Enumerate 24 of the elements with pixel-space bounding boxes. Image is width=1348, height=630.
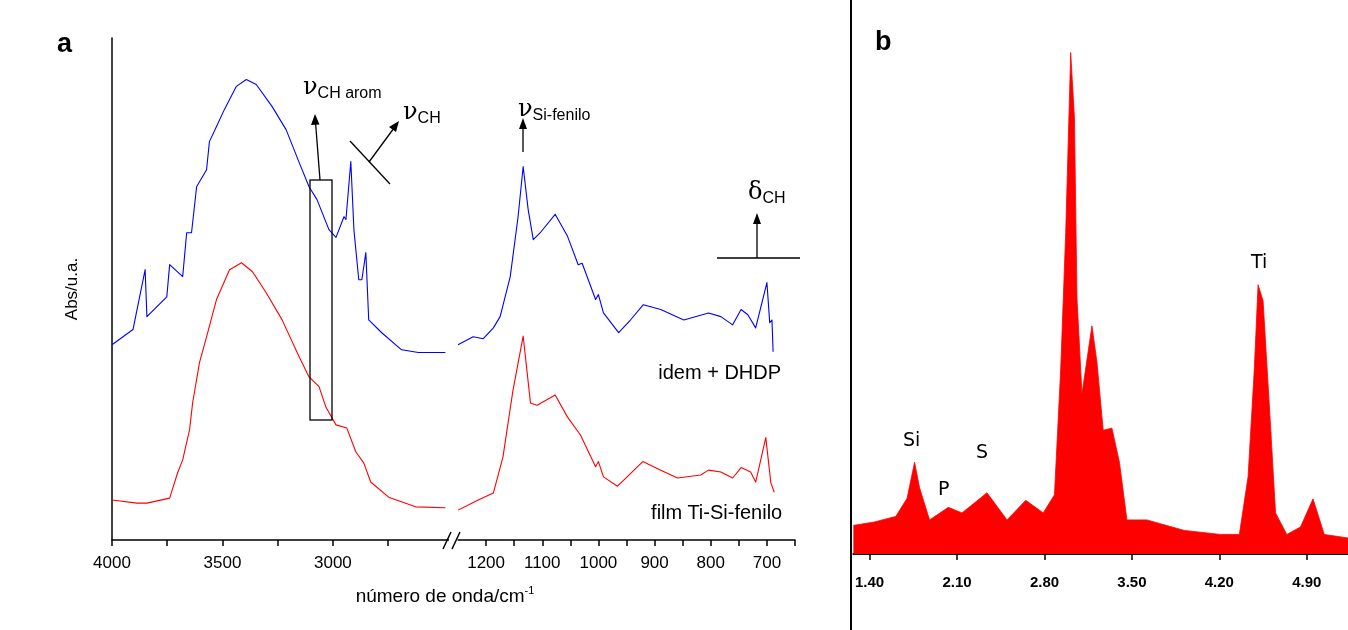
x-tick-label: 900	[640, 553, 669, 572]
series-label: idem + DHDP	[658, 360, 782, 383]
x-tick-label: 4.20	[1204, 573, 1234, 590]
x-tick-label: 800	[696, 553, 725, 572]
x-tick-label: 4000	[93, 553, 131, 572]
annotation: Ti	[1250, 249, 1268, 272]
annotation: P	[938, 476, 950, 499]
x-tick-label: 1100	[523, 553, 561, 572]
x-tick-label: 1200	[467, 553, 505, 572]
x-tick-label: 3.50	[1117, 573, 1147, 590]
x-tick-label: 3500	[203, 553, 242, 572]
annotation: S	[976, 439, 989, 462]
y-axis-title: Abs/u.a.	[62, 257, 81, 321]
annotation: Si	[903, 427, 921, 450]
x-tick-label: 700	[752, 553, 782, 572]
x-tick-label: 4.90	[1292, 573, 1322, 590]
chart-title: a	[57, 27, 73, 58]
x-tick-label: 1.40	[855, 573, 885, 590]
x-tick-label: 1000	[579, 553, 618, 572]
chart-title: b	[875, 25, 892, 56]
x-tick-label: 3000	[314, 553, 352, 572]
x-tick-label: 2.10	[942, 573, 972, 590]
series-label: film Ti-Si-fenilo	[651, 501, 783, 524]
x-tick-label: 2.80	[1029, 573, 1060, 590]
